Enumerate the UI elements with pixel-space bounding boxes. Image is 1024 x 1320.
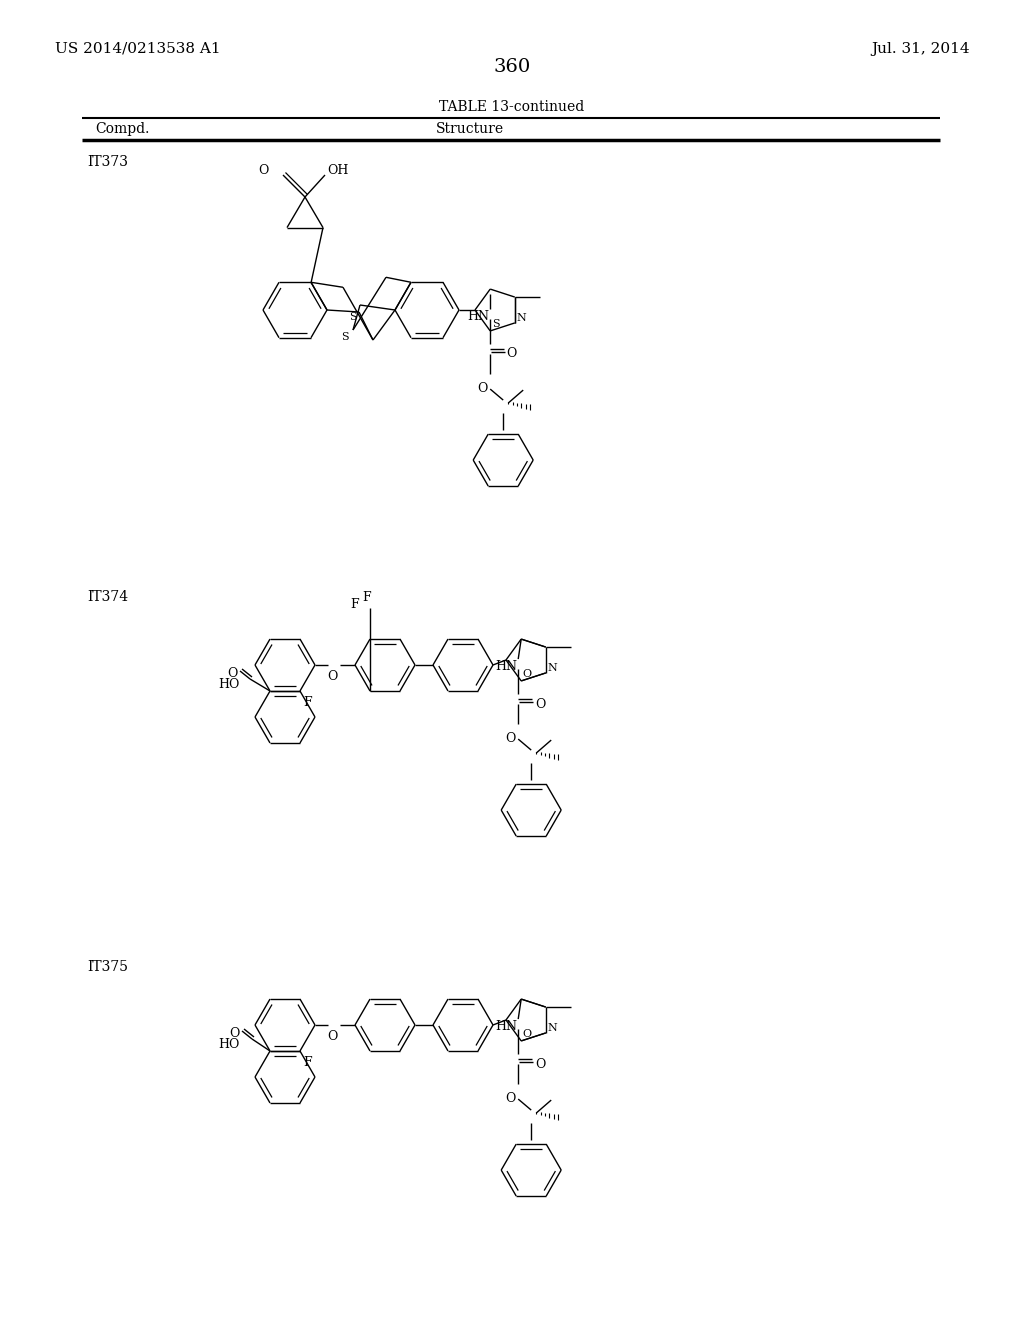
Text: F: F bbox=[362, 591, 372, 605]
Text: S: S bbox=[349, 312, 356, 322]
Text: HN: HN bbox=[467, 310, 489, 322]
Text: O: O bbox=[327, 671, 337, 682]
Text: O: O bbox=[229, 1027, 240, 1040]
Text: O: O bbox=[327, 1030, 337, 1043]
Text: O: O bbox=[506, 347, 516, 359]
Text: S: S bbox=[341, 333, 349, 342]
Text: IT375: IT375 bbox=[87, 960, 128, 974]
Text: F: F bbox=[350, 598, 359, 611]
Text: O: O bbox=[259, 165, 269, 177]
Text: O: O bbox=[505, 733, 515, 744]
Text: O: O bbox=[505, 1092, 515, 1105]
Text: US 2014/0213538 A1: US 2014/0213538 A1 bbox=[55, 42, 220, 55]
Text: O: O bbox=[522, 1028, 531, 1039]
Text: N: N bbox=[548, 663, 557, 673]
Text: N: N bbox=[548, 1023, 557, 1034]
Text: HN: HN bbox=[496, 660, 517, 673]
Text: HO: HO bbox=[219, 1039, 240, 1052]
Text: O: O bbox=[227, 668, 238, 681]
Text: HO: HO bbox=[219, 678, 240, 692]
Text: HN: HN bbox=[496, 1019, 517, 1032]
Text: N: N bbox=[517, 313, 526, 323]
Text: O: O bbox=[536, 697, 546, 710]
Text: Structure: Structure bbox=[436, 121, 504, 136]
Text: O: O bbox=[477, 381, 487, 395]
Text: OH: OH bbox=[327, 165, 348, 177]
Text: IT373: IT373 bbox=[87, 154, 128, 169]
Text: 360: 360 bbox=[494, 58, 530, 77]
Text: F: F bbox=[303, 1056, 311, 1069]
Text: Compd.: Compd. bbox=[95, 121, 150, 136]
Text: O: O bbox=[536, 1057, 546, 1071]
Text: Jul. 31, 2014: Jul. 31, 2014 bbox=[871, 42, 970, 55]
Text: S: S bbox=[493, 319, 500, 329]
Text: F: F bbox=[303, 696, 311, 709]
Text: IT374: IT374 bbox=[87, 590, 128, 605]
Text: O: O bbox=[522, 669, 531, 678]
Text: TABLE 13-continued: TABLE 13-continued bbox=[439, 100, 585, 114]
